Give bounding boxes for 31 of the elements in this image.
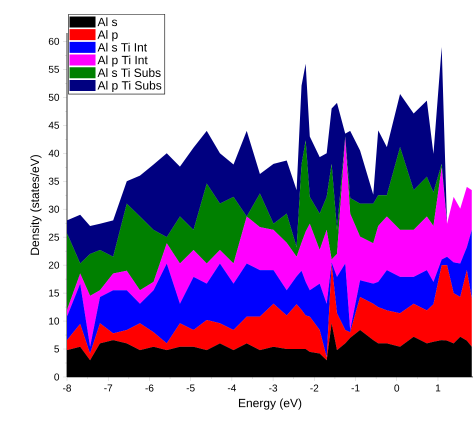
legend-label: Al p Ti Subs: [98, 80, 162, 92]
y-tick-label: 40: [48, 150, 60, 157]
x-tick-label: -4: [228, 384, 236, 392]
y-tick-label: 15: [49, 290, 60, 297]
y-tick-label: 50: [48, 94, 60, 101]
legend-label: Al p Ti Int: [98, 55, 148, 67]
x-tick-label: -8: [62, 384, 72, 392]
y-tick-label: 45: [48, 122, 60, 129]
x-tick-label: -1: [352, 384, 360, 392]
y-tick-label: 25: [48, 234, 60, 241]
y-tick-label: 20: [48, 262, 60, 269]
y-tick-label: 55: [48, 66, 60, 73]
x-axis-title: Energy (eV): [238, 398, 302, 410]
x-tick-label: 0: [394, 384, 400, 392]
y-tick-label: 30: [48, 206, 60, 213]
x-tick-label: -5: [186, 384, 195, 392]
y-axis-title: Density (states/eV): [30, 155, 42, 255]
x-tick-label: -3: [269, 384, 278, 392]
x-tick-label: -6: [145, 384, 154, 392]
y-tick-label: 10: [49, 318, 60, 325]
legend-label: Al s: [98, 17, 118, 26]
y-tick-label: 35: [48, 178, 60, 185]
y-tick-label: 60: [48, 38, 60, 45]
legend-label: Al s Ti Subs: [98, 68, 161, 77]
x-tick-label: -2: [310, 384, 318, 392]
y-tick-label: 0: [54, 373, 60, 381]
legend-label: Al p: [98, 30, 118, 42]
x-tick-label: -7: [104, 384, 112, 392]
y-tick-label: 5: [54, 346, 60, 353]
legend-label: Al s Ti Int: [98, 42, 147, 52]
x-tick-label: 1: [436, 384, 440, 392]
